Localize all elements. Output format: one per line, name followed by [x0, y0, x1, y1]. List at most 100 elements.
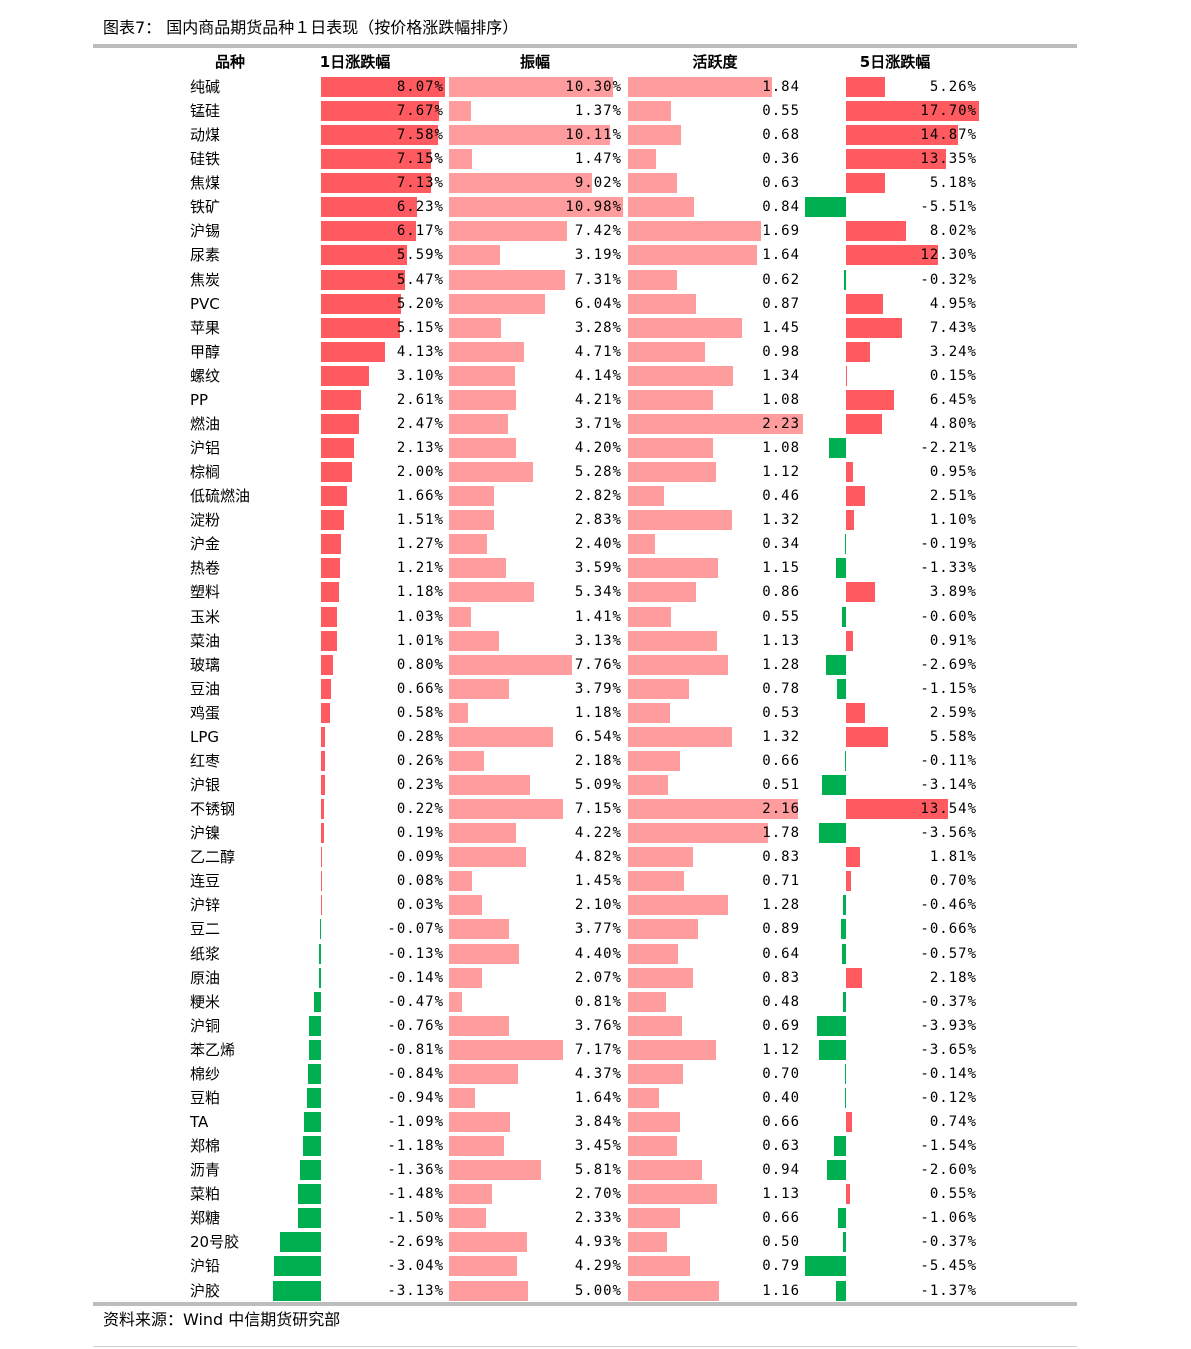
act-bar: [628, 582, 696, 603]
chg5-bar: [846, 847, 860, 868]
amp-value: 2.82%: [574, 488, 622, 505]
amp-value: 2.18%: [574, 752, 622, 769]
amp-value: 7.15%: [574, 801, 622, 818]
amp-bar: [449, 1256, 518, 1277]
amp-bar: [449, 582, 534, 603]
commodity-name: 郑糖: [190, 1209, 221, 1228]
table-row: 豆油 0.66% 3.79% 0.78 -1.15%: [0, 677, 1191, 701]
act-value: 1.12: [762, 464, 800, 481]
chg1-value: -0.84%: [387, 1065, 444, 1082]
amp-bar: [449, 943, 519, 964]
chg5-value: 1.10%: [929, 512, 977, 529]
table-row: 连豆 0.08% 1.45% 0.71 0.70%: [0, 869, 1191, 893]
chg1-bar: [297, 1208, 321, 1229]
chg5-value: -5.51%: [920, 199, 977, 216]
amp-value: 3.59%: [574, 560, 622, 577]
act-value: 1.32: [762, 728, 800, 745]
act-bar: [628, 317, 742, 338]
table-row: 菜粕 -1.48% 2.70% 1.13 0.55%: [0, 1182, 1191, 1206]
chg1-bar: [321, 293, 402, 314]
amp-value: 3.45%: [574, 1138, 622, 1155]
chg1-bar: [321, 365, 369, 386]
table-row: 沪胶 -3.13% 5.00% 1.16 -1.37%: [0, 1279, 1191, 1303]
amp-value: 3.71%: [574, 415, 622, 432]
act-bar: [628, 991, 666, 1012]
act-value: 0.98: [762, 343, 800, 360]
chg5-bar: [816, 1015, 846, 1036]
act-bar: [628, 823, 768, 844]
act-value: 0.34: [762, 536, 800, 553]
amp-bar: [449, 1280, 529, 1301]
commodity-name: 塑料: [190, 583, 221, 602]
act-bar: [628, 413, 804, 434]
act-value: 0.70: [762, 1065, 800, 1082]
amp-bar: [449, 967, 482, 988]
act-bar: [628, 1063, 683, 1084]
table-row: 20号胶 -2.69% 4.93% 0.50 -0.37%: [0, 1230, 1191, 1254]
amp-bar: [449, 871, 473, 892]
chg5-bar: [822, 775, 846, 796]
chg5-value: 4.80%: [929, 415, 977, 432]
commodity-name: LPG: [190, 727, 220, 746]
chg1-value: 5.15%: [396, 319, 444, 336]
commodity-name: 动煤: [190, 126, 221, 145]
act-bar: [628, 678, 690, 699]
act-bar: [628, 750, 680, 771]
act-bar: [628, 1208, 680, 1229]
chg5-bar: [846, 317, 902, 338]
chg5-bar: [819, 823, 846, 844]
chg5-value: 0.91%: [929, 632, 977, 649]
commodity-name: 棉纱: [190, 1064, 221, 1083]
amp-bar: [449, 799, 563, 820]
chg5-bar: [838, 1208, 846, 1229]
chg1-bar: [321, 558, 340, 579]
chg5-bar: [846, 101, 979, 122]
commodity-name: 鸡蛋: [190, 703, 221, 722]
act-bar: [628, 77, 773, 97]
chg5-value: -0.57%: [920, 945, 977, 962]
act-bar: [628, 197, 694, 218]
act-bar: [628, 365, 734, 386]
commodity-name: TA: [190, 1113, 209, 1131]
chg1-value: 0.08%: [396, 873, 444, 890]
act-bar: [628, 293, 697, 314]
amp-bar: [449, 125, 610, 146]
header-chg5: 5日涨跌幅: [859, 53, 931, 71]
table-row: 硅铁 7.15% 1.47% 0.36 13.35%: [0, 147, 1191, 171]
amp-bar: [449, 606, 472, 627]
act-bar: [628, 943, 679, 964]
table-row: 不锈钢 0.22% 7.15% 2.16 13.54%: [0, 797, 1191, 821]
chg5-value: -1.06%: [920, 1210, 977, 1227]
chg1-value: 0.28%: [396, 728, 444, 745]
amp-bar: [449, 1136, 504, 1157]
chg5-value: 5.18%: [929, 175, 977, 192]
table-row: 低硫燃油 1.66% 2.82% 0.46 2.51%: [0, 484, 1191, 508]
act-value: 0.64: [762, 945, 800, 962]
chg1-bar: [321, 245, 408, 266]
chg5-value: -2.21%: [920, 440, 977, 457]
act-value: 1.13: [762, 1186, 800, 1203]
amp-value: 3.13%: [574, 632, 622, 649]
chg5-bar: [846, 871, 852, 892]
chg1-bar: [313, 991, 321, 1012]
chg1-value: 5.59%: [396, 247, 444, 264]
table-row: 棕榈 2.00% 5.28% 1.12 0.95%: [0, 460, 1191, 484]
header-act: 活跃度: [692, 53, 738, 71]
chg1-value: 6.17%: [396, 223, 444, 240]
chg5-value: -0.12%: [920, 1089, 977, 1106]
chg1-value: 7.13%: [396, 175, 444, 192]
act-value: 0.46: [762, 488, 800, 505]
amp-bar: [449, 438, 516, 459]
chg5-value: 3.24%: [929, 343, 977, 360]
act-bar: [628, 1160, 702, 1181]
chg1-bar: [321, 847, 323, 868]
commodity-name: 棕榈: [190, 463, 221, 482]
chg1-value: 0.23%: [396, 777, 444, 794]
chg5-bar: [846, 1112, 852, 1132]
chg1-value: 5.47%: [396, 271, 444, 288]
amp-value: 7.76%: [574, 656, 622, 673]
chg1-bar: [321, 389, 362, 410]
commodity-name: 不锈钢: [190, 800, 236, 819]
act-value: 0.89: [762, 921, 800, 938]
act-bar: [628, 269, 677, 290]
